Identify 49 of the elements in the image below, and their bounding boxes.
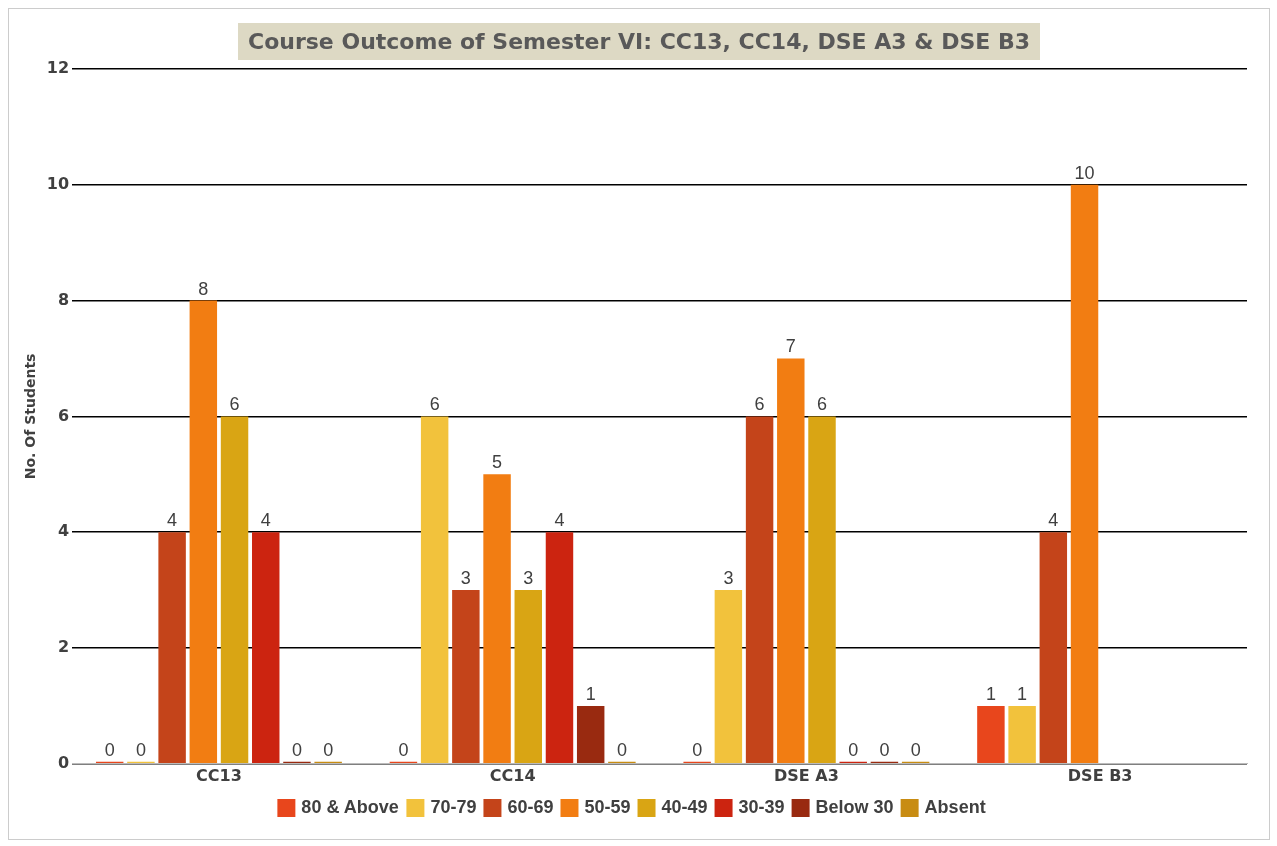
legend-label: 60-69: [507, 796, 554, 817]
legend-label: Below 30: [815, 796, 894, 817]
data-label: 0: [848, 739, 859, 760]
y-axis-title: No. Of Students: [22, 353, 39, 480]
legend-label: 30-39: [738, 796, 785, 817]
y-tick-label: 6: [57, 405, 70, 425]
data-label: 4: [1048, 510, 1059, 531]
data-label: 4: [554, 510, 565, 531]
y-tick-label: 12: [46, 58, 70, 78]
legend-label: 40-49: [661, 796, 708, 817]
legend-label: 80 & Above: [301, 796, 399, 817]
x-tick-label: CC13: [196, 765, 242, 785]
chart-title: Course Outcome of Semester VI: CC13, CC14, DSE A3 & DSE B3: [238, 23, 1040, 60]
data-label: 0: [323, 739, 334, 760]
data-label: 0: [398, 739, 409, 760]
y-tick-label: 2: [57, 637, 70, 657]
data-label: 10: [1074, 162, 1095, 183]
data-label: 6: [429, 394, 440, 415]
data-label: 0: [135, 739, 146, 760]
data-label: 0: [291, 739, 302, 760]
data-label: 0: [104, 739, 115, 760]
data-label: 8: [198, 278, 209, 299]
x-tick-label: CC14: [489, 765, 536, 785]
data-label: 1: [985, 683, 996, 704]
legend-label: Absent: [924, 796, 986, 817]
data-label: 1: [1017, 683, 1028, 704]
data-label: 4: [167, 510, 178, 531]
legend-label: 50-59: [584, 796, 631, 817]
legend-label: 70-79: [430, 796, 477, 817]
data-label: 5: [492, 452, 503, 473]
x-tick-label: DSE A3: [773, 765, 839, 785]
data-label: 3: [723, 568, 734, 589]
data-label: 7: [785, 336, 796, 357]
data-label: 3: [523, 568, 534, 589]
data-label: 6: [817, 394, 828, 415]
y-tick-label: 8: [57, 289, 70, 309]
y-tick-label: 10: [46, 173, 70, 193]
data-label: 0: [879, 739, 890, 760]
data-label: 0: [616, 739, 627, 760]
data-label: 4: [260, 510, 271, 531]
data-label: 0: [910, 739, 921, 760]
data-label: 3: [460, 568, 471, 589]
data-label: 6: [229, 394, 240, 415]
data-label: 1: [585, 683, 596, 704]
y-tick-label: 0: [57, 752, 70, 772]
x-tick-label: DSE B3: [1067, 765, 1133, 785]
data-label: 6: [754, 394, 765, 415]
data-label: 0: [692, 739, 703, 760]
y-tick-label: 4: [57, 521, 70, 541]
